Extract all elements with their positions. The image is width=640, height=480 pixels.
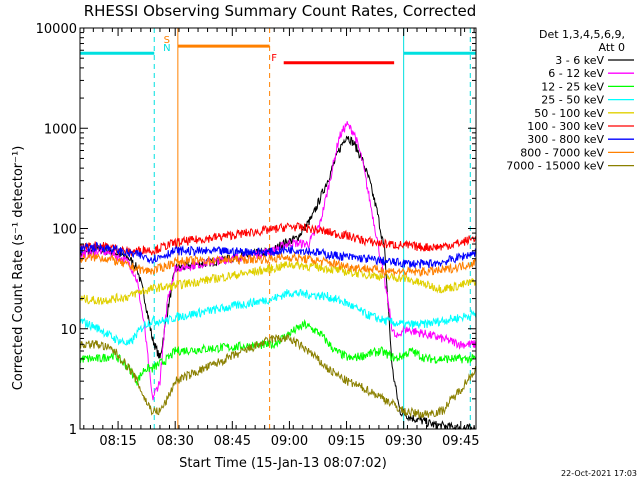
y-tick-label: 1000 bbox=[44, 122, 77, 137]
x-axis-label: Start Time (15-Jan-13 08:07:02) bbox=[179, 456, 387, 471]
legend-entry-label: 7000 - 15000 keV bbox=[506, 160, 604, 173]
chart-title: RHESSI Observing Summary Count Rates, Co… bbox=[84, 2, 477, 20]
series-line bbox=[79, 263, 274, 306]
x-tick-label: 08:30 bbox=[156, 434, 193, 449]
legend-entry-label: 300 - 800 keV bbox=[527, 133, 604, 146]
x-tick-label: 09:00 bbox=[271, 434, 308, 449]
annotation-label: F bbox=[271, 53, 277, 64]
x-tick-label: 08:15 bbox=[99, 434, 136, 449]
axes: 1 10 100 1000 10000 08:15 08:30 08:45 09:00 09:15… bbox=[36, 22, 480, 449]
series-line bbox=[272, 333, 477, 419]
series-line bbox=[272, 318, 477, 364]
y-tick-label: 10000 bbox=[36, 22, 77, 37]
series-line bbox=[272, 288, 477, 330]
y-axis-label: Corrected Count Rate (s⁻¹ detector⁻¹) bbox=[11, 146, 26, 391]
series-line bbox=[272, 221, 477, 252]
series-line bbox=[79, 295, 274, 346]
plot-frame bbox=[79, 27, 477, 430]
series-line bbox=[272, 245, 477, 270]
footer-date: 22-Oct-2021 17:03 bbox=[561, 469, 637, 478]
series-line bbox=[272, 121, 477, 350]
legend-header: Det 1,3,4,5,6,9, bbox=[539, 28, 625, 41]
x-tick-label: 09:30 bbox=[385, 434, 422, 449]
legend-entry-label: 12 - 25 keV bbox=[541, 80, 604, 93]
series-line bbox=[273, 260, 477, 294]
series-line bbox=[272, 251, 477, 277]
legend-entry-label: 3 - 6 keV bbox=[555, 54, 604, 67]
x-tick-label: 08:45 bbox=[214, 434, 251, 449]
y-tick-label: 10 bbox=[60, 323, 77, 338]
x-tick-label: 09:15 bbox=[328, 434, 365, 449]
series-line bbox=[272, 135, 476, 431]
legend-entry-label: 50 - 100 keV bbox=[534, 107, 604, 120]
annotation-label: N bbox=[163, 43, 170, 54]
x-tick-label: 09:45 bbox=[442, 434, 479, 449]
annotation-label: S bbox=[164, 35, 170, 46]
legend-entry-label: 6 - 12 keV bbox=[548, 67, 604, 80]
y-tick-label: 1 bbox=[69, 423, 77, 438]
legend-entry-label: 800 - 7000 keV bbox=[520, 146, 604, 159]
chart-marks: SN F bbox=[79, 28, 477, 431]
legend-entry-label: 100 - 300 keV bbox=[527, 120, 604, 133]
series-line bbox=[79, 225, 274, 258]
series-line bbox=[79, 334, 274, 416]
series-line bbox=[79, 338, 274, 386]
series-line bbox=[79, 253, 274, 276]
legend-header: Att 0 bbox=[599, 41, 625, 54]
legend-entry-label: 25 - 50 keV bbox=[541, 94, 604, 107]
y-tick-label: 100 bbox=[52, 223, 77, 238]
series-line bbox=[79, 241, 274, 265]
